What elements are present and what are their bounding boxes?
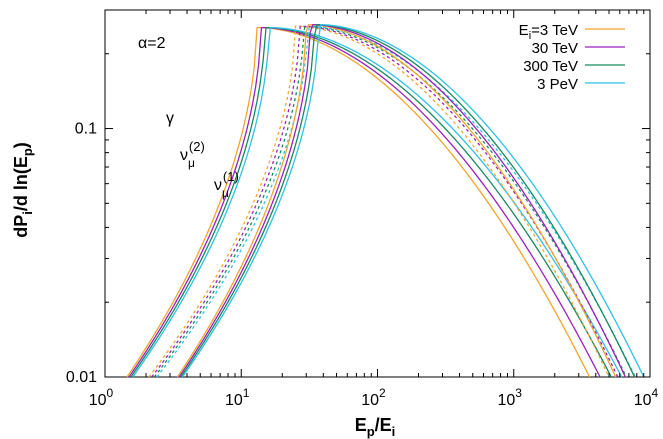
curve-γ-E_i=3 TeV [126, 26, 591, 378]
x-tick-label: 101 [225, 386, 250, 409]
curve-ν_μ(2)-3 PeV [156, 25, 636, 378]
curve-ν_μ(1)-300 TeV [180, 23, 636, 378]
annotation-numu-2: νμ (2) [180, 139, 205, 170]
x-tick-label: 104 [634, 386, 659, 409]
curve-ν_μ(1)-E_i=3 TeV [176, 23, 617, 378]
y-tick-label: 0.01 [66, 369, 97, 386]
legend-label-300tev: 300 TeV [523, 58, 578, 75]
legend-label-3tev-main: E [519, 22, 529, 39]
legend-label-3tev-rest: =3 TeV [531, 22, 578, 39]
legend-label-3tev-sub: i [529, 30, 531, 42]
curve-γ-300 TeV [130, 26, 612, 378]
annotation-alpha: α=2 [138, 35, 166, 52]
x-tick-label: 100 [89, 386, 114, 409]
annotation-gamma: γ [166, 110, 174, 127]
curve-ν_μ(1)-3 PeV [181, 23, 645, 378]
y-tick-label: 0.1 [75, 121, 97, 138]
legend-label-3pev: 3 PeV [537, 76, 578, 93]
curve-group [126, 23, 645, 378]
legend: Ei=3 TeV 30 TeV 300 TeV 3 PeV [519, 22, 625, 93]
annotation-numu-2-base: ν [180, 147, 188, 164]
x-axis-title: Ep/Ei [355, 415, 396, 439]
legend-label-30tev: 30 TeV [532, 40, 578, 57]
curve-γ-3 PeV [132, 26, 623, 378]
curve-ν_μ(2)-E_i=3 TeV [148, 25, 610, 378]
curve-ν_μ(1)-30 TeV [178, 23, 626, 378]
annotation-numu-1-base: ν [214, 177, 222, 194]
y-axis-title: dPi/d ln(Ep) [11, 142, 35, 238]
annotation-numu-2-sup: (2) [189, 139, 205, 154]
x-tick-label: 103 [498, 386, 523, 409]
legend-label-3tev: Ei=3 TeV [519, 22, 578, 42]
annotation-numu-1-sub: μ [222, 186, 229, 200]
tick-group: 100 101 102 103 104 0.01 0.1 [66, 9, 659, 409]
x-tick-label: 102 [361, 386, 386, 409]
curve-γ-30 TeV [128, 26, 601, 378]
annotation-numu-2-sub: μ [188, 156, 195, 170]
annotation-numu-1: νμ (1) [214, 169, 239, 200]
annotation-numu-1-sup: (1) [223, 169, 239, 184]
